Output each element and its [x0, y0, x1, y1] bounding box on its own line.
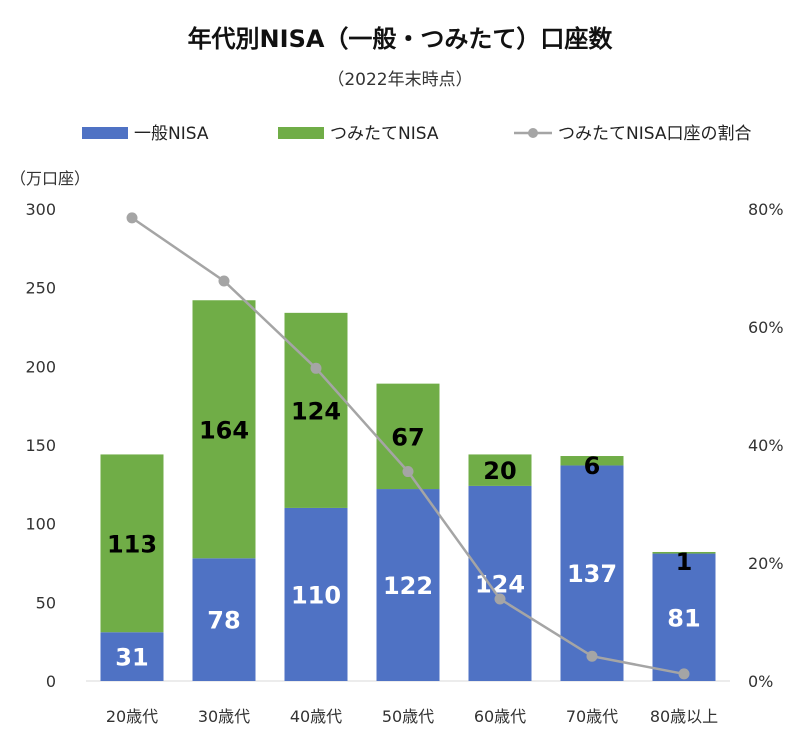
data-label-tsumitate: 113	[107, 530, 157, 558]
bar-tsumitate	[100, 454, 164, 633]
y-tick-label: 50	[36, 593, 56, 612]
y-tick-label: 300	[25, 200, 56, 219]
data-label-tsumitate: 1	[676, 548, 693, 576]
y-tick-label: 100	[25, 515, 56, 534]
data-label-ippan: 81	[667, 604, 700, 632]
bar-ippan	[192, 558, 256, 681]
ratio-point	[402, 466, 414, 478]
x-tick-label: 40歳代	[290, 707, 342, 726]
ratio-point	[218, 275, 230, 287]
x-tick-label: 70歳代	[566, 707, 618, 726]
data-label-ippan: 137	[567, 560, 617, 588]
ratio-point	[126, 212, 138, 224]
y2-tick-label: 40%	[748, 436, 784, 455]
ratio-point	[678, 668, 690, 680]
bar-tsumitate	[560, 456, 624, 466]
legend-ratio-swatch-marker	[528, 128, 538, 138]
bar-ippan	[284, 507, 348, 681]
bar-tsumitate	[284, 312, 348, 508]
y-tick-label: 0	[46, 672, 56, 691]
chart-subtitle: （2022年末時点）	[327, 70, 472, 90]
y-axis-unit-label: （万口座）	[10, 169, 90, 188]
bar-tsumitate	[652, 551, 716, 554]
x-tick-label: 20歳代	[106, 707, 158, 726]
x-tick-label: 30歳代	[198, 707, 250, 726]
data-label-ippan: 31	[115, 644, 148, 672]
legend-ratio-label: つみたてNISA口座の割合	[558, 124, 751, 144]
x-tick-label: 50歳代	[382, 707, 434, 726]
bar-ippan	[376, 489, 440, 681]
data-label-tsumitate: 6	[584, 452, 601, 480]
bar-ippan	[468, 485, 532, 681]
chart-title: 年代別NISA（一般・つみたて）口座数	[188, 25, 614, 53]
y2-tick-label: 80%	[748, 200, 784, 219]
data-label-tsumitate: 20	[483, 457, 516, 485]
bar-ippan	[100, 632, 164, 681]
legend-tsumitate-swatch	[278, 127, 324, 139]
legend-ippan-swatch	[82, 127, 128, 139]
bar-tsumitate	[468, 454, 532, 486]
bar-ippan	[652, 553, 716, 681]
ratio-point	[310, 362, 322, 374]
data-label-tsumitate: 124	[291, 397, 341, 425]
data-label-tsumitate: 164	[199, 416, 249, 444]
data-label-ippan: 110	[291, 581, 341, 609]
legend-ippan-label: 一般NISA	[134, 124, 209, 144]
bar-tsumitate	[192, 300, 256, 559]
y-tick-label: 200	[25, 357, 56, 376]
y-tick-label: 150	[25, 436, 56, 455]
y2-tick-label: 60%	[748, 318, 784, 337]
legend-tsumitate-label: つみたてNISA	[330, 124, 439, 144]
ratio-point	[586, 650, 598, 662]
x-tick-label: 80歳以上	[650, 707, 718, 726]
y2-tick-label: 0%	[748, 672, 773, 691]
x-tick-label: 60歳代	[474, 707, 526, 726]
y2-tick-label: 20%	[748, 554, 784, 573]
legend: 一般NISA つみたてNISA つみたてNISA口座の割合	[82, 124, 751, 144]
bar-ippan	[560, 465, 624, 681]
ratio-point	[494, 593, 506, 605]
data-label-ippan: 78	[207, 607, 240, 635]
plot-area: 0 50 100 150 200 250 300 0% 20% 40% 60% 80% 20歳代 30歳代…	[25, 200, 783, 726]
y-tick-label: 250	[25, 279, 56, 298]
data-label-ippan: 122	[383, 572, 433, 600]
data-label-tsumitate: 67	[391, 423, 424, 451]
